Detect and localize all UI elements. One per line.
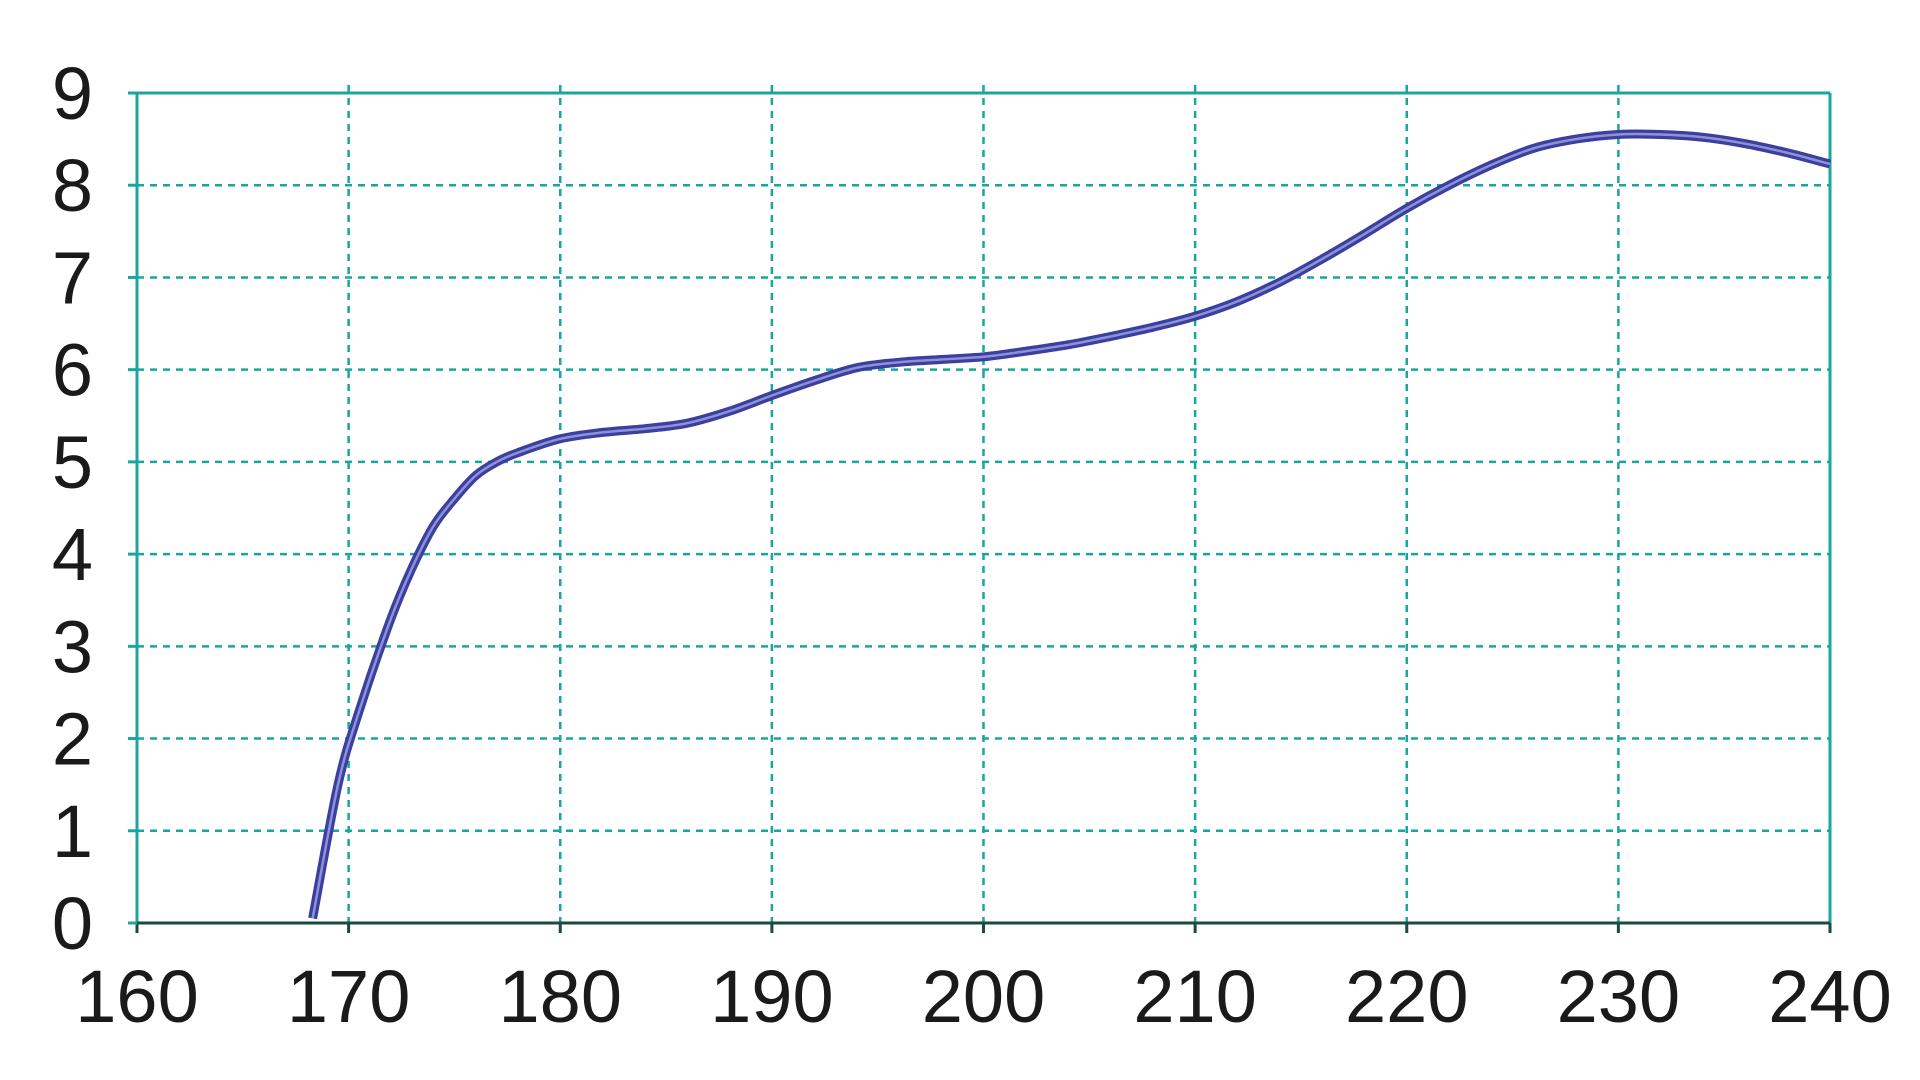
y-tick-label: 2 bbox=[52, 698, 93, 781]
series-group bbox=[308, 129, 1832, 920]
x-tick-label: 210 bbox=[1133, 955, 1256, 1038]
grid bbox=[137, 85, 1830, 923]
x-axis-ticks: 160 170 180 190 200 210 220 230 240 bbox=[75, 923, 1892, 1038]
x-tick-label: 180 bbox=[499, 955, 622, 1038]
y-tick-label: 7 bbox=[52, 236, 93, 319]
y-tick-label: 1 bbox=[52, 790, 93, 873]
x-tick-label: 190 bbox=[710, 955, 833, 1038]
y-tick-label: 5 bbox=[52, 421, 93, 504]
y-tick-label: 9 bbox=[52, 52, 93, 135]
y-tick-label: 4 bbox=[52, 513, 93, 596]
y-axis-ticks: 0 1 2 3 4 5 6 7 8 9 bbox=[52, 52, 137, 965]
x-tick-label: 200 bbox=[922, 955, 1045, 1038]
y-tick-label: 0 bbox=[52, 882, 93, 965]
y-tick-label: 6 bbox=[52, 329, 93, 412]
x-tick-label: 160 bbox=[75, 955, 198, 1038]
series-line-highlight bbox=[311, 132, 1831, 919]
x-tick-label: 230 bbox=[1557, 955, 1680, 1038]
y-tick-label: 8 bbox=[52, 144, 93, 227]
y-tick-label: 3 bbox=[52, 605, 93, 688]
x-tick-label: 240 bbox=[1768, 955, 1891, 1038]
series-line bbox=[308, 129, 1832, 920]
x-tick-label: 170 bbox=[287, 955, 410, 1038]
x-tick-label: 220 bbox=[1345, 955, 1468, 1038]
